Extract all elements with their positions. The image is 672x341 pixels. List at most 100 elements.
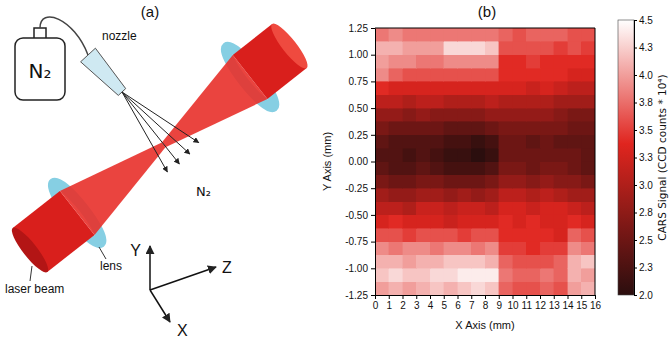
- tick-label: 1.00: [349, 49, 369, 60]
- heatmap-cell: [458, 175, 472, 188]
- heatmap-cell: [430, 188, 444, 201]
- beam-end: [267, 20, 313, 73]
- heatmap-cell: [444, 108, 458, 121]
- coordinate-axis: [150, 267, 216, 290]
- heatmap-cell: [568, 148, 582, 161]
- heatmap-cell: [458, 28, 472, 41]
- heatmap-cell: [540, 148, 554, 161]
- heatmap-cell: [375, 228, 389, 241]
- heatmap-cell: [403, 282, 417, 295]
- heatmap-cell: [513, 188, 527, 201]
- heatmap-cell: [389, 41, 403, 54]
- tick: -0.75: [345, 236, 375, 247]
- tick: 0.25: [349, 130, 375, 141]
- heatmap-cell: [526, 175, 540, 188]
- heatmap-cell: [526, 121, 540, 134]
- tick-label: 14: [562, 300, 574, 311]
- heatmap-cell: [485, 215, 499, 228]
- heatmap-cell: [444, 41, 458, 54]
- heatmap-cell: [581, 81, 595, 94]
- tick-label: -1.00: [345, 263, 368, 274]
- heatmap-cell: [458, 202, 472, 215]
- heatmap-cell: [389, 121, 403, 134]
- heatmap-cell: [499, 55, 513, 68]
- heatmap-cell: [485, 95, 499, 108]
- tick: 4.3: [634, 42, 653, 53]
- heatmap-cell: [540, 255, 554, 268]
- heatmap-cell: [581, 162, 595, 175]
- heatmap-cell: [403, 148, 417, 161]
- heatmap-cell: [471, 175, 485, 188]
- heatmap-cell: [416, 188, 430, 201]
- heatmap-cell: [581, 148, 595, 161]
- tick: 3.3: [634, 152, 653, 163]
- tick-mark: [389, 295, 390, 299]
- tick-label: 4: [428, 300, 434, 311]
- heatmap-cell: [389, 228, 403, 241]
- tick-label: 6: [455, 300, 461, 311]
- color-bar: [618, 20, 634, 295]
- heatmap-cell: [430, 228, 444, 241]
- heatmap-cell: [375, 28, 389, 41]
- heatmap-cell: [554, 282, 568, 295]
- heatmap-cell: [416, 255, 430, 268]
- heatmap-cell: [375, 41, 389, 54]
- tick-mark: [540, 295, 541, 299]
- heatmap-cell: [471, 148, 485, 161]
- heatmap-cell: [568, 268, 582, 281]
- tick-mark: [513, 295, 514, 299]
- tick-mark: [371, 188, 375, 189]
- heatmap-cell: [389, 215, 403, 228]
- heatmap-cell: [403, 202, 417, 215]
- heatmap-cell: [540, 55, 554, 68]
- heatmap-cell: [581, 135, 595, 148]
- tick-mark: [568, 295, 569, 299]
- heatmap-cell: [389, 162, 403, 175]
- heatmap-cell: [581, 202, 595, 215]
- x-axis: 012345678910111213141516: [373, 295, 602, 311]
- heatmap-cell: [389, 55, 403, 68]
- heatmap-cell: [389, 242, 403, 255]
- tick-mark: [554, 295, 555, 299]
- heatmap-cell: [485, 81, 499, 94]
- heatmap-cell: [568, 175, 582, 188]
- tick-label: 3.3: [639, 152, 653, 163]
- heatmap-cell: [568, 108, 582, 121]
- heatmap-cell: [540, 228, 554, 241]
- heatmap-cell: [581, 268, 595, 281]
- heatmap-cell: [554, 81, 568, 94]
- heatmap-cell: [568, 68, 582, 81]
- tick: 7: [469, 295, 475, 311]
- heatmap-cell: [513, 175, 527, 188]
- frame: [375, 28, 595, 29]
- heatmap-cell: [568, 228, 582, 241]
- heatmap-cell: [444, 202, 458, 215]
- heatmap-cell: [375, 121, 389, 134]
- gas-bottle: [15, 38, 65, 100]
- heatmap-cell: [581, 242, 595, 255]
- heatmap-cell: [444, 255, 458, 268]
- heatmap-cell: [485, 135, 499, 148]
- heatmap-cell: [416, 228, 430, 241]
- heatmap-cell: [526, 228, 540, 241]
- heatmap-cell: [513, 121, 527, 134]
- heatmap-cell: [499, 41, 513, 54]
- heatmap-cell: [581, 175, 595, 188]
- axis-line: [375, 29, 376, 296]
- tick: 0.75: [349, 76, 375, 87]
- tick: 4.5: [634, 15, 653, 26]
- heatmap-cell: [416, 175, 430, 188]
- heatmap-cell: [485, 268, 499, 281]
- heatmap-cell: [581, 228, 595, 241]
- axis-letter: X: [177, 322, 188, 339]
- coordinate-axis: [150, 290, 170, 322]
- tick: 10: [507, 295, 519, 311]
- heatmap-cell: [375, 202, 389, 215]
- heatmap-cell: [430, 28, 444, 41]
- heatmap-cell: [458, 162, 472, 175]
- heatmap-cell: [485, 108, 499, 121]
- tick-mark: [371, 215, 375, 216]
- tick: 14: [562, 295, 574, 311]
- coordinate-axis: [149, 246, 151, 290]
- tick-label: 2.0: [639, 290, 653, 301]
